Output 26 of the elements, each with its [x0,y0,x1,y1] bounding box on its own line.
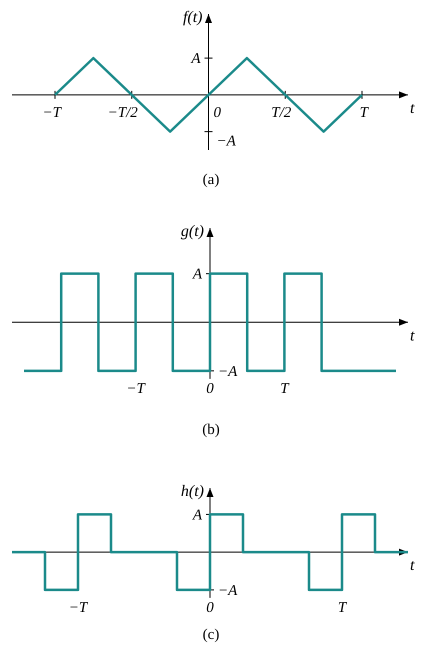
y-axis-title: h(t) [180,483,204,500]
y-axis-title: g(t) [180,223,204,240]
x-tick-label: −T [42,104,63,121]
x-axis-title: t [410,100,415,117]
x-tick-label: 0 [214,104,222,121]
text: (a) [202,172,220,188]
text: (c) [202,627,220,643]
annotation: −A [218,364,238,380]
x-axis-title: t [410,327,415,344]
x-tick-label: T [280,380,290,397]
x-tick-label: 0 [206,380,214,397]
annotation: A [190,51,202,68]
x-tick-label: −T [68,600,89,616]
x-tick-label: T/2 [271,104,292,121]
x-axis-title: t [410,557,415,574]
annotation: A [192,507,203,524]
annotation: A [192,266,203,283]
y-axis-title: f(t) [182,9,202,26]
x-tick-label: T [360,104,370,121]
text: (b) [202,422,220,438]
x-tick-label: 0 [206,600,214,616]
x-tick-label: −T/2 [108,104,138,121]
text: −A [216,134,237,150]
x-tick-label: T [338,600,348,616]
x-tick-label: −T [126,380,146,397]
annotation: −A [218,582,238,599]
